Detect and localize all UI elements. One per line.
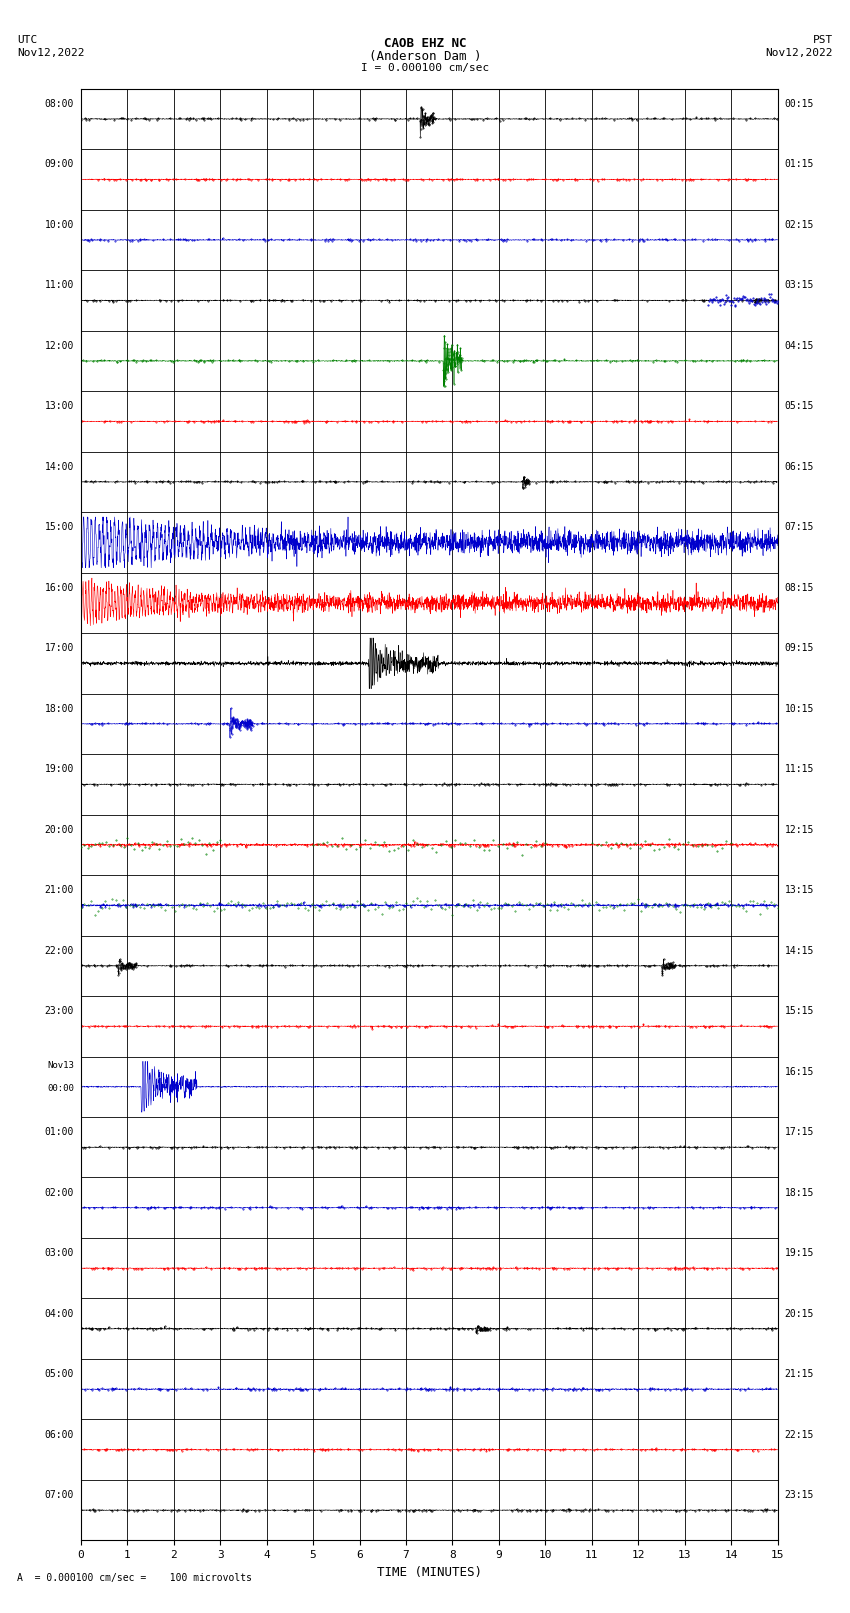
Text: 14:15: 14:15 (785, 945, 814, 955)
Text: 20:00: 20:00 (44, 824, 74, 834)
Text: 08:15: 08:15 (785, 582, 814, 592)
Text: CAOB EHZ NC: CAOB EHZ NC (383, 37, 467, 50)
Text: 23:15: 23:15 (785, 1490, 814, 1500)
Text: 10:00: 10:00 (44, 219, 74, 229)
Text: 23:00: 23:00 (44, 1007, 74, 1016)
Text: 06:15: 06:15 (785, 461, 814, 471)
Text: 03:15: 03:15 (785, 281, 814, 290)
Text: 02:15: 02:15 (785, 219, 814, 229)
Text: 19:15: 19:15 (785, 1248, 814, 1258)
Text: Nov12,2022: Nov12,2022 (17, 48, 84, 58)
Text: 12:15: 12:15 (785, 824, 814, 834)
Text: 07:00: 07:00 (44, 1490, 74, 1500)
Text: 00:15: 00:15 (785, 98, 814, 108)
Text: A  = 0.000100 cm/sec =    100 microvolts: A = 0.000100 cm/sec = 100 microvolts (17, 1573, 252, 1582)
Text: (Anderson Dam ): (Anderson Dam ) (369, 50, 481, 63)
Text: 13:15: 13:15 (785, 886, 814, 895)
Text: 15:15: 15:15 (785, 1007, 814, 1016)
Text: 01:00: 01:00 (44, 1127, 74, 1137)
Text: 02:00: 02:00 (44, 1187, 74, 1197)
Text: 16:15: 16:15 (785, 1066, 814, 1076)
Text: 21:00: 21:00 (44, 886, 74, 895)
Text: 09:15: 09:15 (785, 644, 814, 653)
Text: I = 0.000100 cm/sec: I = 0.000100 cm/sec (361, 63, 489, 73)
Text: 17:00: 17:00 (44, 644, 74, 653)
Text: 06:00: 06:00 (44, 1429, 74, 1439)
Text: 15:00: 15:00 (44, 523, 74, 532)
Text: 04:15: 04:15 (785, 340, 814, 350)
Text: Nov12,2022: Nov12,2022 (766, 48, 833, 58)
Text: 05:00: 05:00 (44, 1369, 74, 1379)
Text: 04:00: 04:00 (44, 1308, 74, 1318)
Text: 00:00: 00:00 (47, 1084, 74, 1092)
Text: 22:15: 22:15 (785, 1429, 814, 1439)
Text: 17:15: 17:15 (785, 1127, 814, 1137)
Text: 20:15: 20:15 (785, 1308, 814, 1318)
Text: 16:00: 16:00 (44, 582, 74, 592)
Text: 08:00: 08:00 (44, 98, 74, 108)
Text: 18:15: 18:15 (785, 1187, 814, 1197)
Text: 19:00: 19:00 (44, 765, 74, 774)
Text: PST: PST (813, 35, 833, 45)
Text: 05:15: 05:15 (785, 402, 814, 411)
Text: 14:00: 14:00 (44, 461, 74, 471)
Text: 21:15: 21:15 (785, 1369, 814, 1379)
Text: 10:15: 10:15 (785, 703, 814, 713)
Text: 07:15: 07:15 (785, 523, 814, 532)
Text: 03:00: 03:00 (44, 1248, 74, 1258)
Text: 18:00: 18:00 (44, 703, 74, 713)
Text: 13:00: 13:00 (44, 402, 74, 411)
Text: 11:00: 11:00 (44, 281, 74, 290)
Text: Nov13: Nov13 (47, 1061, 74, 1071)
Text: 09:00: 09:00 (44, 160, 74, 169)
Text: 12:00: 12:00 (44, 340, 74, 350)
Text: 22:00: 22:00 (44, 945, 74, 955)
Text: UTC: UTC (17, 35, 37, 45)
Text: 11:15: 11:15 (785, 765, 814, 774)
Text: 01:15: 01:15 (785, 160, 814, 169)
X-axis label: TIME (MINUTES): TIME (MINUTES) (377, 1566, 482, 1579)
